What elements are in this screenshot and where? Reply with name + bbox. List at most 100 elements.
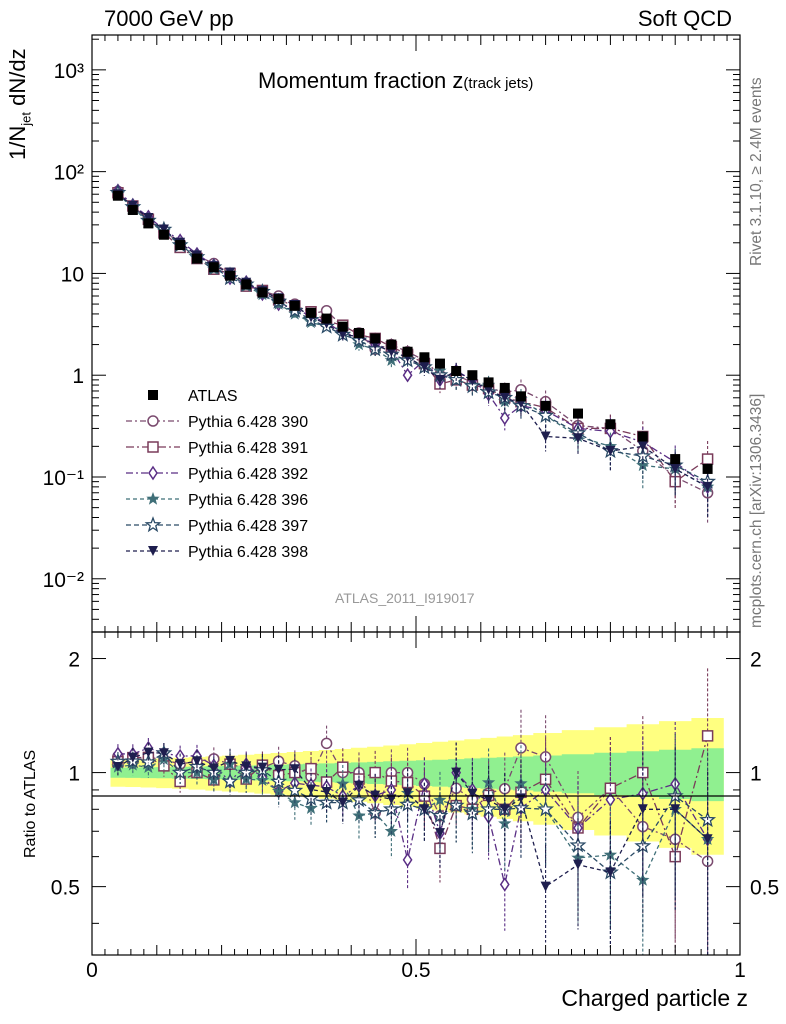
ratio-point-5 xyxy=(467,788,478,799)
y-tick-label: 1 xyxy=(72,365,84,388)
ratio-point-1 xyxy=(701,730,714,742)
point-5 xyxy=(702,481,713,492)
ratio-line-5 xyxy=(117,751,709,888)
data-point xyxy=(419,352,430,363)
data-point xyxy=(451,365,462,376)
ratio-line-3 xyxy=(117,758,709,882)
ratio-point-4 xyxy=(286,781,304,798)
ratio-panel-series xyxy=(109,668,717,955)
legend-label: Pythia 6.428 392 xyxy=(188,466,308,483)
ratio-point-2 xyxy=(402,852,413,868)
legend-label: ATLAS xyxy=(188,388,238,405)
data-point xyxy=(402,346,413,357)
legend-marker xyxy=(147,415,159,427)
legend-marker xyxy=(147,441,159,453)
ratio-point-0 xyxy=(320,737,333,750)
ratio-point-3 xyxy=(272,784,286,797)
data-point xyxy=(158,229,169,240)
ratio-tick-label-right: 2 xyxy=(750,649,762,672)
legend-label: Pythia 6.428 398 xyxy=(188,544,308,561)
data-point xyxy=(353,327,364,338)
y-tick-label: 10⁻¹ xyxy=(43,467,84,490)
data-point xyxy=(467,370,478,381)
tick-labels: 10³ 10² 10 1 10⁻¹ 10⁻² 2 2 1 1 0.5 0.5 0 0.5 1 xyxy=(43,60,780,982)
ratio-point-2 xyxy=(499,877,510,892)
legend-label: Pythia 6.428 390 xyxy=(188,414,308,431)
legend-marker xyxy=(146,492,160,505)
data-point xyxy=(434,358,445,369)
ratio-point-3 xyxy=(384,824,398,837)
ratio-point-5 xyxy=(353,780,364,791)
series-line-4 xyxy=(117,192,708,483)
ratio-point-5 xyxy=(434,828,445,839)
y-tick-label: 10³ xyxy=(54,60,84,83)
point-2 xyxy=(499,410,510,426)
ratio-point-3 xyxy=(603,848,618,861)
ratio-point-5 xyxy=(257,762,268,773)
main-frame xyxy=(91,34,741,633)
ratio-point-5 xyxy=(402,788,413,799)
main-panel-series xyxy=(109,183,717,524)
ratio-point-1 xyxy=(174,775,186,788)
ratio-point-5 xyxy=(451,767,462,778)
data-point xyxy=(127,204,138,215)
point-5 xyxy=(499,392,510,403)
plot-title: Momentum fraction z(track jets) xyxy=(258,68,533,94)
ratio-point-5 xyxy=(540,881,551,892)
point-5 xyxy=(158,224,169,235)
ratio-point-5 xyxy=(337,797,348,808)
ratio-point-5 xyxy=(483,794,494,805)
ratio-tick-label-right: 1 xyxy=(750,763,762,786)
rivet-version-label: Rivet 3.1.10, ≥ 2.4M events xyxy=(748,77,765,266)
point-4 xyxy=(634,447,652,464)
point-5 xyxy=(573,433,583,444)
point-5 xyxy=(605,446,616,457)
ratio-point-4 xyxy=(537,800,555,817)
beam-energy-label: 7000 GeV pp xyxy=(104,6,234,31)
data-point xyxy=(483,377,494,388)
ratio-point-3 xyxy=(239,772,253,785)
point-5 xyxy=(337,329,348,340)
x-tick-label: 0 xyxy=(86,959,98,982)
ratio-point-5 xyxy=(306,784,317,795)
ratio-point-5 xyxy=(386,794,397,805)
legend-marker xyxy=(144,516,162,533)
data-point xyxy=(702,463,713,474)
ratio-uncertainty-bands xyxy=(110,718,724,855)
mcplots-label: mcplots.cern.ch [arXiv:1306.3436] xyxy=(748,393,765,628)
x-axis-label: Charged particle z xyxy=(561,985,748,1011)
ratio-point-4 xyxy=(221,772,239,789)
ratio-axis-label: Ratio to ATLAS xyxy=(22,749,39,858)
ratio-tick-label-right: 0.5 xyxy=(750,877,779,900)
ratio-point-5 xyxy=(112,762,123,773)
point-3 xyxy=(636,458,650,472)
ratio-tick-label-left: 0.5 xyxy=(51,877,80,900)
ratio-band-stat xyxy=(110,748,724,802)
data-point xyxy=(515,391,526,402)
ratio-band-total xyxy=(110,718,724,855)
analysis-label: ATLAS_2011_I919017 xyxy=(335,590,475,606)
ratio-point-0 xyxy=(539,751,552,763)
ratio-point-5 xyxy=(127,752,138,763)
ratio-point-3 xyxy=(498,816,512,830)
ratio-point-5 xyxy=(419,804,430,815)
data-point xyxy=(208,262,219,273)
ratio-point-5 xyxy=(702,834,713,845)
data-point xyxy=(605,419,616,430)
legend-label: Pythia 6.428 397 xyxy=(188,518,308,535)
data-point xyxy=(241,279,252,290)
ratio-point-5 xyxy=(605,867,616,878)
data-point xyxy=(225,270,236,281)
y-tick-label: 10 xyxy=(61,263,84,286)
point-5 xyxy=(143,213,154,224)
point-5 xyxy=(540,431,551,442)
ratio-point-5 xyxy=(175,759,186,770)
legend-label: Pythia 6.428 391 xyxy=(188,440,308,457)
ratio-point-5 xyxy=(499,804,510,815)
data-point xyxy=(370,333,381,344)
ratio-point-5 xyxy=(225,755,236,766)
ratio-point-5 xyxy=(191,756,202,767)
axis-ticks xyxy=(91,35,741,955)
legend-marker xyxy=(148,390,158,400)
